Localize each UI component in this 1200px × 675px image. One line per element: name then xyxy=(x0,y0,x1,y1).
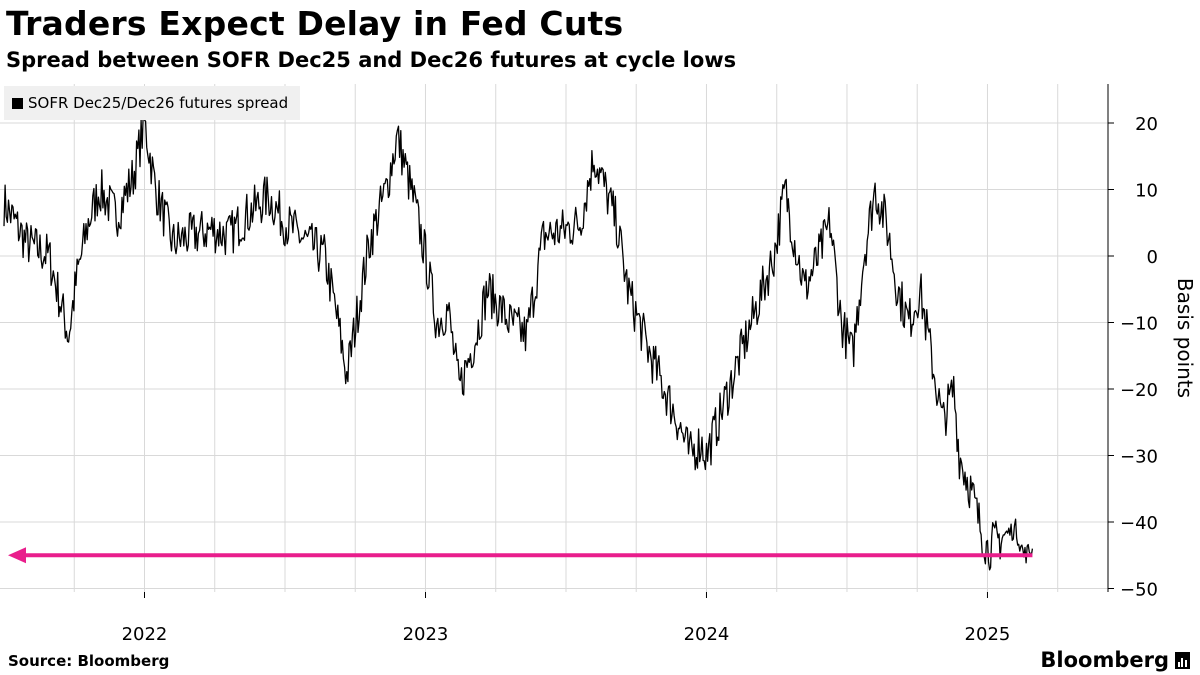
source-note: Source: Bloomberg xyxy=(8,652,170,670)
legend-swatch-icon xyxy=(12,97,23,109)
legend-label: SOFR Dec25/Dec26 futures spread xyxy=(28,94,289,112)
y-axis-title: Basis points xyxy=(1173,278,1197,398)
y-tick-label: 20 xyxy=(1135,114,1158,135)
y-tick-label: −20 xyxy=(1120,380,1158,401)
brand-wordmark: Bloomberg xyxy=(1040,648,1169,672)
series-line xyxy=(3,105,1034,571)
chart-title: Traders Expect Delay in Fed Cuts xyxy=(6,4,624,43)
cycle-low-arrowhead-icon xyxy=(8,547,26,564)
y-tick-label: −10 xyxy=(1120,314,1158,335)
bloomberg-bars-icon xyxy=(1175,651,1190,669)
annotation-layer xyxy=(8,547,1033,564)
chart-subtitle: Spread between SOFR Dec25 and Dec26 futu… xyxy=(6,48,737,72)
gridlines xyxy=(0,84,1108,592)
x-tick-label: 2023 xyxy=(403,624,449,645)
series-layer xyxy=(3,105,1034,571)
x-tick-label: 2024 xyxy=(684,624,730,645)
y-tick-label: −30 xyxy=(1120,447,1158,468)
y-tick-label: −50 xyxy=(1120,580,1158,601)
x-tick-label: 2025 xyxy=(965,624,1011,645)
axis-layer: 20 10 0 −10 −20 −30 −40 −50 2022 2023 2024 2025 Basi… xyxy=(122,84,1197,645)
x-tick-label: 2022 xyxy=(122,624,168,645)
y-tick-label: 10 xyxy=(1135,181,1158,202)
bloomberg-logo: Bloomberg xyxy=(1040,648,1190,672)
y-tick-label: 0 xyxy=(1147,247,1158,268)
legend: SOFR Dec25/Dec26 futures spread xyxy=(4,86,301,120)
y-tick-label: −40 xyxy=(1120,513,1158,534)
